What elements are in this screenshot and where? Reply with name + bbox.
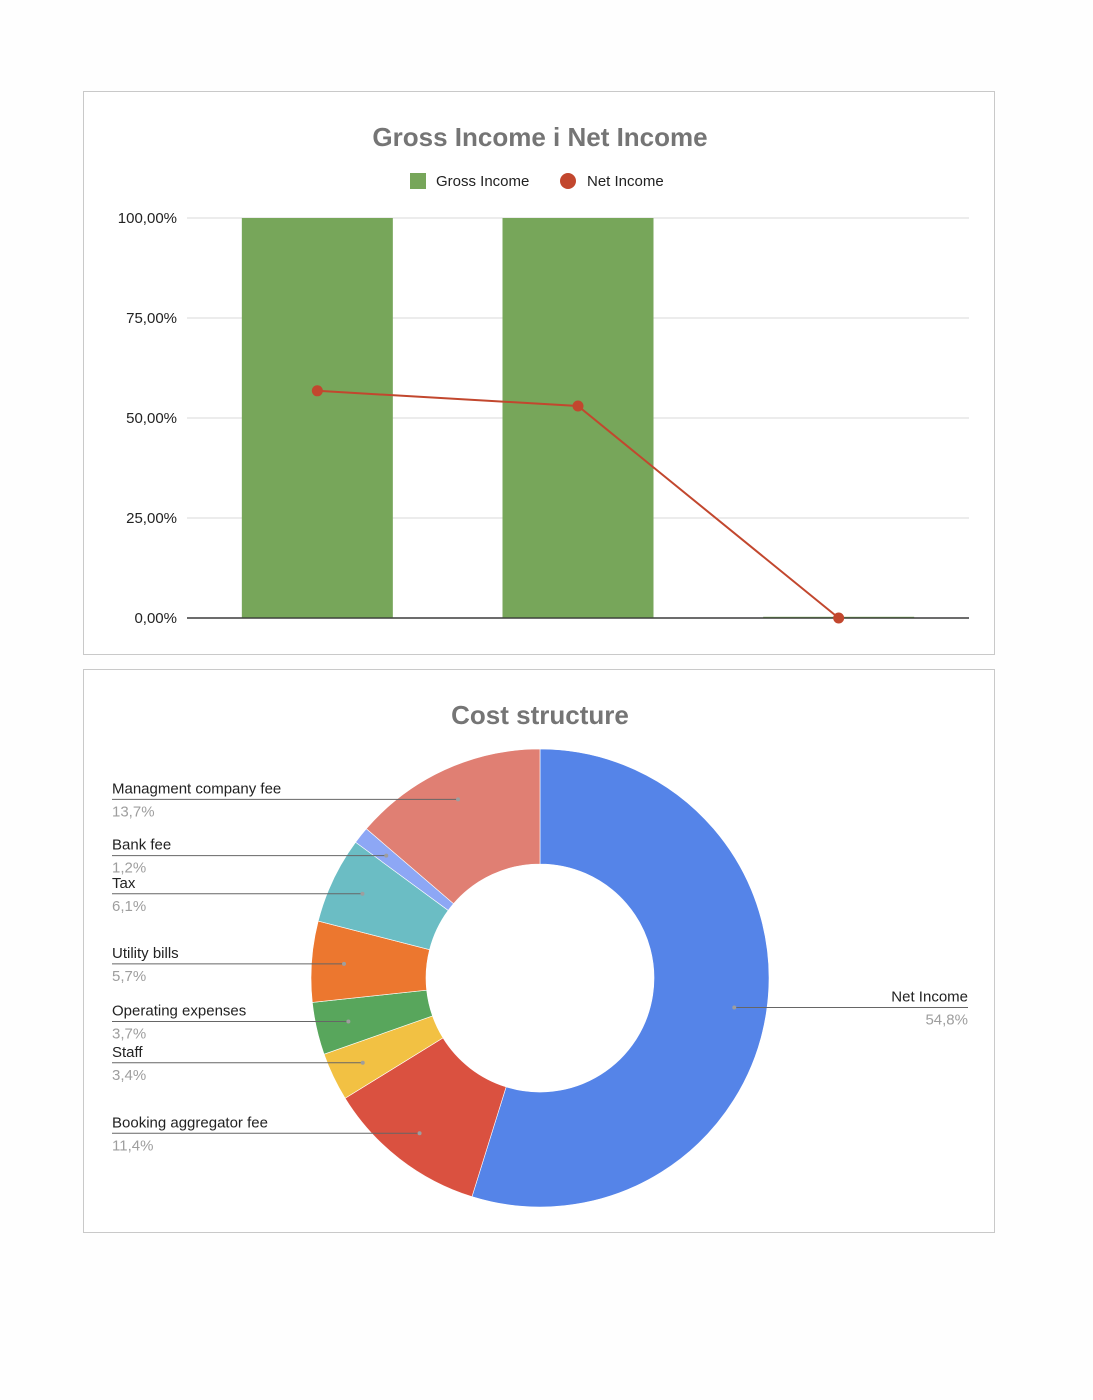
y-tick-label: 75,00% [126, 310, 177, 327]
slice-net-income [471, 748, 770, 1208]
gross-income-bar [241, 218, 393, 618]
gross-net-income-chart-panel: Gross Income i Net Income Gross Income N… [83, 91, 995, 655]
cost-structure-chart: Cost structure Net Income 54,8% Booking ag… [112, 700, 968, 1208]
cost-structure-chart-panel: Cost structure Net Income 54,8% Booking ag… [83, 669, 995, 1233]
y-tick-label: 25,00% [126, 510, 177, 527]
net-income-line [311, 385, 845, 624]
slice-percent-tax: 6,1% [112, 898, 146, 915]
slice-label-net-income: Net Income [891, 989, 968, 1006]
gross-net-income-chart: Gross Income i Net Income Gross Income N… [118, 122, 969, 627]
slice-label-managment-company-fee: Managment company fee [112, 780, 281, 797]
leader-dot [360, 891, 365, 896]
leader-dot [360, 1060, 365, 1065]
leader-dot [456, 797, 461, 802]
slice-percent-managment-company-fee: 13,7% [112, 803, 155, 820]
leader-dot [417, 1131, 422, 1136]
legend-swatch-gross-income [410, 173, 426, 189]
gross-income-bar [502, 218, 654, 618]
net-income-point [311, 385, 323, 397]
donut-slices [310, 748, 770, 1208]
slice-percent-bank-fee: 1,2% [112, 860, 146, 877]
leader-dot [732, 1005, 737, 1010]
slice-percent-utility-bills: 5,7% [112, 968, 146, 985]
slice-label-bank-fee: Bank fee [112, 837, 171, 854]
slice-label-operating-expenses: Operating expenses [112, 1002, 246, 1019]
legend-label-gross-income: Gross Income [436, 173, 529, 190]
slice-managment-company-fee [365, 748, 541, 905]
leader-dot [384, 853, 389, 858]
legend-label-net-income: Net Income [587, 173, 664, 190]
slice-labels: Net Income 54,8% Booking aggregator fee 11,… [112, 780, 968, 1154]
slice-percent-booking-aggregator-fee: 11,4% [112, 1137, 153, 1154]
slice-label-staff: Staff [112, 1044, 143, 1061]
net-income-point [833, 612, 845, 624]
y-tick-label: 50,00% [126, 410, 177, 427]
slice-label-booking-aggregator-fee: Booking aggregator fee [112, 1114, 268, 1131]
y-tick-label: 0,00% [134, 610, 177, 627]
slice-percent-operating-expenses: 3,7% [112, 1025, 146, 1042]
leader-dot [346, 1019, 351, 1024]
slice-label-utility-bills: Utility bills [112, 945, 179, 962]
chart-title: Gross Income i Net Income [372, 122, 707, 152]
y-tick-label: 100,00% [118, 210, 177, 227]
slice-label-tax: Tax [112, 875, 136, 892]
slice-percent-staff: 3,4% [112, 1067, 146, 1084]
leader-dot [342, 961, 347, 966]
chart-title: Cost structure [451, 700, 629, 730]
legend-swatch-net-income [560, 173, 576, 189]
legend: Gross Income Net Income [410, 173, 664, 190]
slice-percent-net-income: 54,8% [925, 1012, 968, 1029]
y-axis-ticks: 100,00% 75,00% 50,00% 25,00% 0,00% [118, 210, 177, 627]
net-income-point [572, 400, 584, 412]
